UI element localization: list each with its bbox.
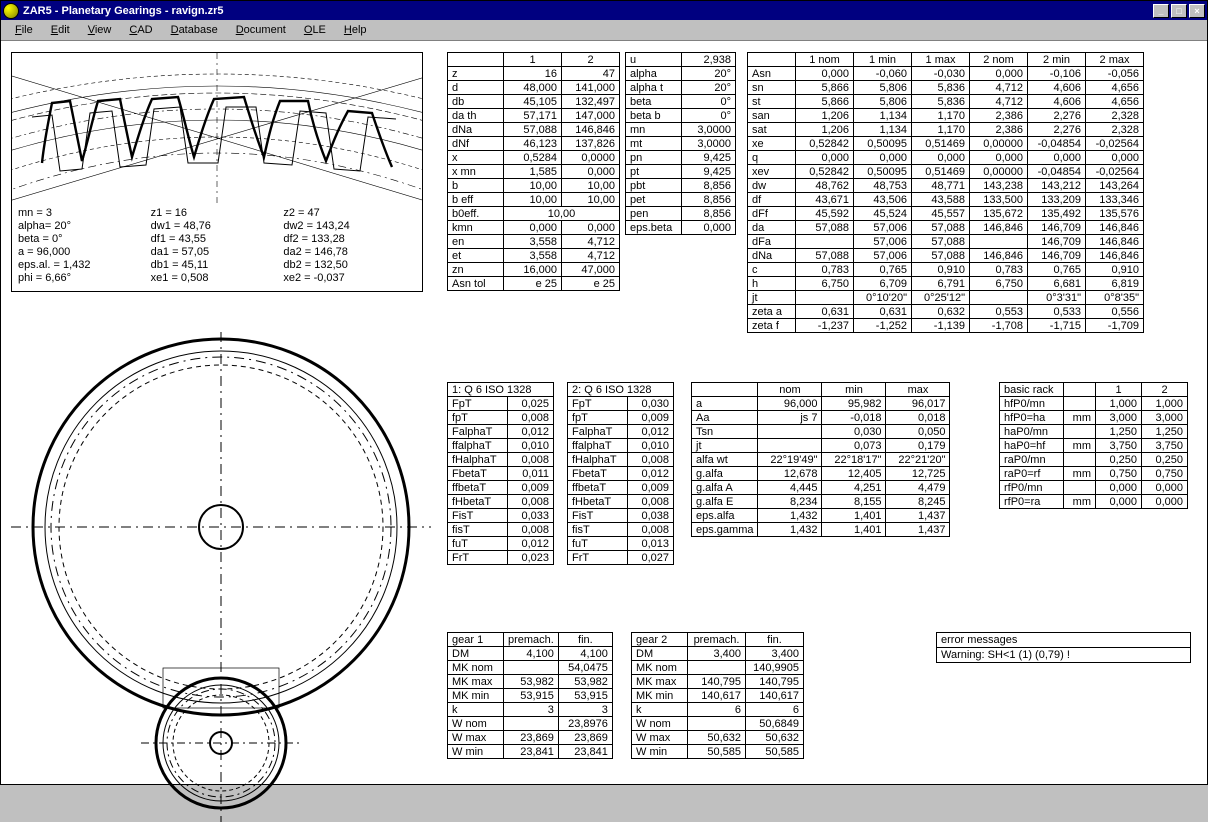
maximize-button[interactable]: □ xyxy=(1171,4,1187,18)
profile-param: xe2 = -0,037 xyxy=(283,272,416,285)
profile-param: db2 = 132,50 xyxy=(283,259,416,272)
error-title: error messages xyxy=(937,633,1190,648)
profile-param: z1 = 16 xyxy=(151,207,284,220)
table-g1: gear 1premach.fin.DM4,1004,100MK nom54,0… xyxy=(447,632,613,759)
profile-param: eps.al. = 1,432 xyxy=(18,259,151,272)
table-rack: basic rack12hfP0/mn1,0001,000hfP0=hamm3,… xyxy=(999,382,1188,509)
profile-param: da2 = 146,78 xyxy=(283,246,416,259)
menu-database[interactable]: Database xyxy=(163,22,226,38)
gear-pair-drawing xyxy=(11,332,431,822)
table-Q2: 2: Q 6 ISO 1328FpT0,030fpT0,009FalphaT0,… xyxy=(567,382,674,565)
profile-param: df2 = 133,28 xyxy=(283,233,416,246)
profile-param: beta = 0° xyxy=(18,233,151,246)
profile-param: dw2 = 143,24 xyxy=(283,220,416,233)
table-g2: gear 2premach.fin.DM3,4003,400MK nom140,… xyxy=(631,632,804,759)
profile-param: mn = 3 xyxy=(18,207,151,220)
profile-param: da1 = 57,05 xyxy=(151,246,284,259)
menu-document[interactable]: Document xyxy=(228,22,294,38)
table-B: u2,938alpha20°alpha t20°beta0°beta b0°mn… xyxy=(625,52,736,235)
error-message: Warning: SH<1 (1) (0,79) ! xyxy=(937,648,1190,662)
profile-param: xe1 = 0,508 xyxy=(151,272,284,285)
table-nom: nomminmaxa96,00095,98296,017Aajs 7-0,018… xyxy=(691,382,950,537)
window-title: ZAR5 - Planetary Gearings - ravign.zr5 xyxy=(23,5,1151,17)
menu-file[interactable]: File xyxy=(7,22,41,38)
profile-param: a = 96,000 xyxy=(18,246,151,259)
tooth-profile-drawing xyxy=(12,53,422,205)
menu-help[interactable]: Help xyxy=(336,22,375,38)
document-canvas: mn = 3z1 = 16z2 = 47 alpha= 20°dw1 = 48,7… xyxy=(1,41,1207,784)
app-icon xyxy=(3,3,19,19)
menu-edit[interactable]: Edit xyxy=(43,22,78,38)
profile-param: df1 = 43,55 xyxy=(151,233,284,246)
title-bar: ZAR5 - Planetary Gearings - ravign.zr5 _… xyxy=(1,1,1207,20)
menu-ole[interactable]: OLE xyxy=(296,22,334,38)
menu-view[interactable]: View xyxy=(80,22,120,38)
minimize-button[interactable]: _ xyxy=(1153,4,1169,18)
profile-param: alpha= 20° xyxy=(18,220,151,233)
profile-param: db1 = 45,11 xyxy=(151,259,284,272)
profile-param: z2 = 47 xyxy=(283,207,416,220)
menu-bar: FileEditViewCADDatabaseDocumentOLEHelp xyxy=(1,20,1207,41)
profile-param: phi = 6,66° xyxy=(18,272,151,285)
table-A: 12z1647d48,000141,000db45,105132,497da t… xyxy=(447,52,620,291)
tooth-profile-panel: mn = 3z1 = 16z2 = 47 alpha= 20°dw1 = 48,7… xyxy=(11,52,423,292)
menu-cad[interactable]: CAD xyxy=(121,22,160,38)
error-messages-panel: error messages Warning: SH<1 (1) (0,79) … xyxy=(936,632,1191,663)
table-Q1: 1: Q 6 ISO 1328FpT0,025fpT0,008FalphaT0,… xyxy=(447,382,554,565)
table-C: 1 nom1 min1 max2 nom2 min2 maxAsn0,000-0… xyxy=(747,52,1144,333)
profile-param: dw1 = 48,76 xyxy=(151,220,284,233)
close-button[interactable]: × xyxy=(1189,4,1205,18)
